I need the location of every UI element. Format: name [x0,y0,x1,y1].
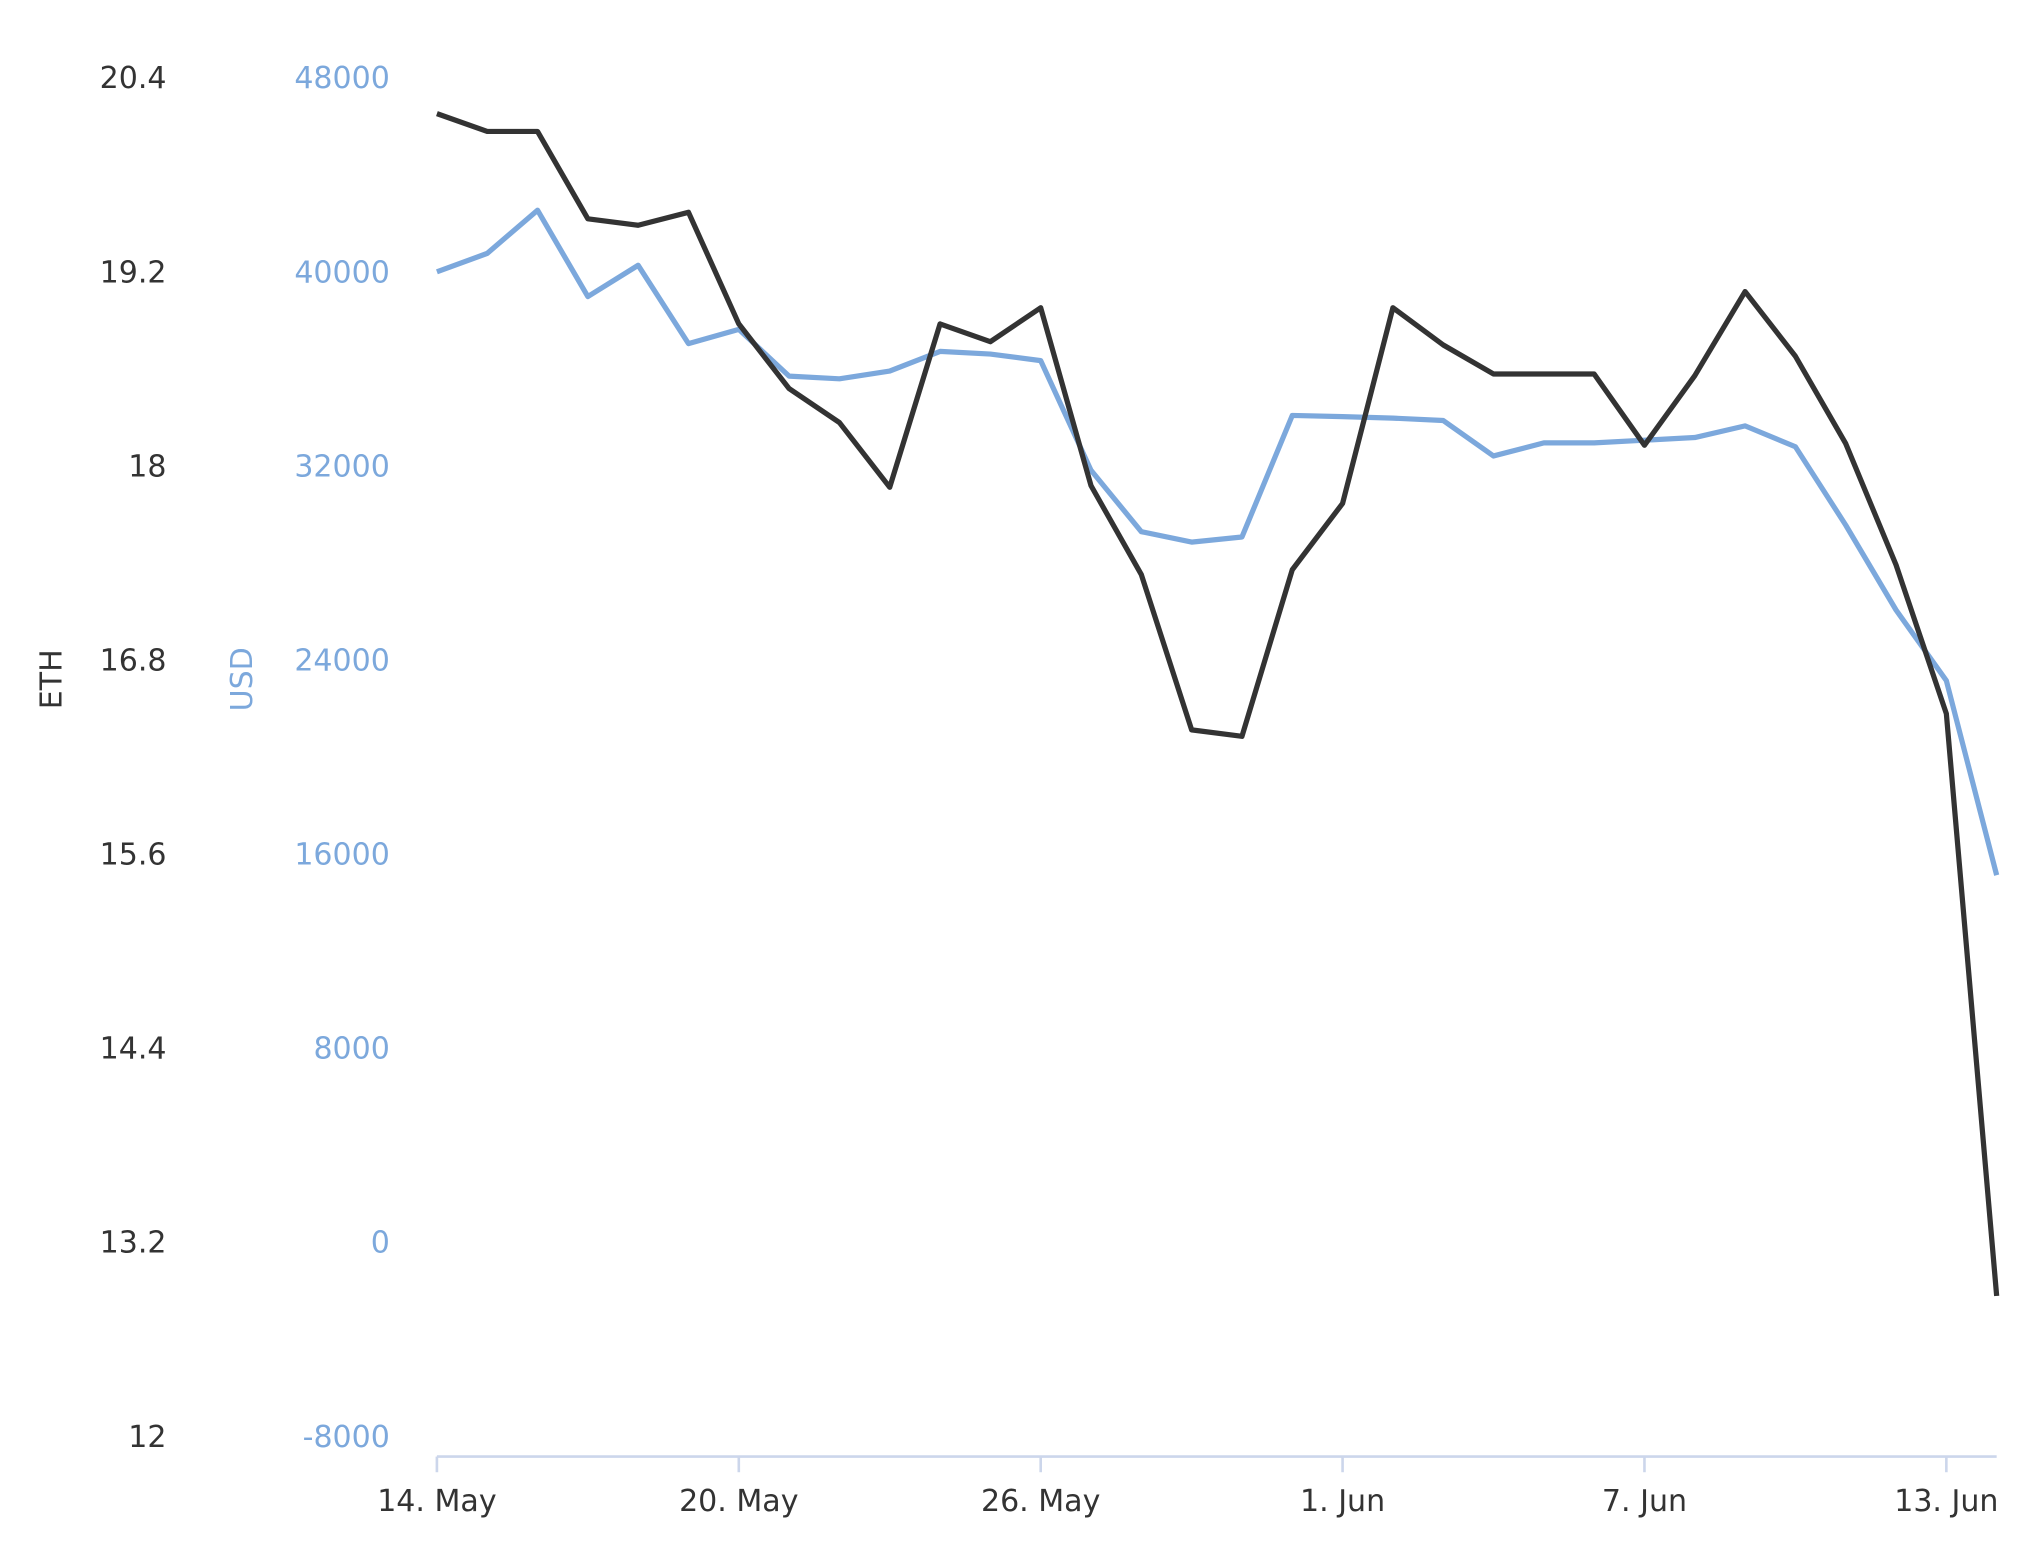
y2-axis-title: USD [225,647,260,711]
y-axis-title: ETH [34,649,69,709]
x-tick-label: 1. Jun [1300,1484,1385,1519]
y2-tick-label: 16000 [294,838,390,873]
line-series [436,207,2000,876]
y2-tick-label: 48000 [294,61,390,96]
y2-tick-label: 32000 [294,449,390,484]
y2-tick-label: 24000 [294,643,390,678]
x-tick-label: 20. May [679,1484,798,1519]
y-tick-label: 19.2 [100,255,167,290]
y2-tick-label: -8000 [303,1420,390,1455]
y-tick-label: 12 [128,1420,166,1455]
y2-tick-label: 8000 [313,1032,389,1067]
y-tick-label: 13.2 [100,1226,167,1261]
x-tick-label: 13. Jun [1894,1484,1998,1519]
x-tick-label: 7. Jun [1602,1484,1687,1519]
y-tick-label: 20.4 [100,61,167,96]
y-tick-label: 15.6 [100,838,167,873]
y-tick-label: 14.4 [100,1032,167,1067]
x-tick-label: 26. May [981,1484,1100,1519]
x-tick-label: 14. May [377,1484,496,1519]
y-tick-label: 16.8 [100,643,167,678]
y-tick-label: 18 [128,449,166,484]
line-series [436,111,2000,1297]
y2-tick-label: 0 [371,1226,390,1261]
y2-tick-label: 40000 [294,255,390,290]
